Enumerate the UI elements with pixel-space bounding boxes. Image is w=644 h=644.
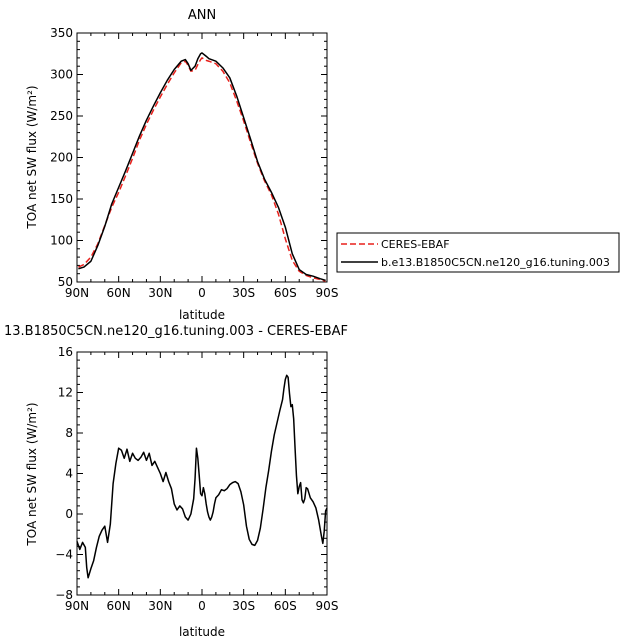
bottom-panel: 13.B1850C5CN.ne120_g16.tuning.003 - CERE… [4, 324, 348, 639]
top-x-tick-label: 90N [65, 286, 89, 300]
top-x-axis: 90N 60N 30N 0 30S 60S 90S [65, 33, 339, 300]
top-x-tick-label: 60S [274, 286, 297, 300]
bottom-x-tick-label: 60S [274, 599, 297, 613]
bottom-y-tick-label: 0 [65, 507, 73, 521]
bottom-series-lines [76, 374, 328, 579]
bottom-x-tick-label: 60N [107, 599, 131, 613]
top-x-tick-label: 0 [198, 286, 206, 300]
top-y-axis-label: TOA net SW flux (W/m²) [25, 85, 39, 229]
bottom-x-tick-label: 0 [198, 599, 206, 613]
top-y-tick-label: 250 [50, 109, 73, 123]
top-series-line-1 [78, 52, 326, 282]
bottom-y-tick-label: −8 [55, 588, 73, 602]
bottom-y-tick-label: 4 [65, 467, 73, 481]
bottom-title: 13.B1850C5CN.ne120_g16.tuning.003 - CERE… [4, 324, 348, 339]
bottom-x-tick-label: 90S [316, 599, 339, 613]
top-series-line-0 [78, 57, 326, 282]
top-x-tick-label: 30N [148, 286, 172, 300]
top-title: ANN [188, 8, 216, 23]
top-x-tick-label: 90S [316, 286, 339, 300]
top-y-tick-label: 150 [50, 192, 73, 206]
top-y-tick-label: 100 [50, 234, 73, 248]
bottom-y-tick-label: 12 [58, 386, 73, 400]
top-x-tick-label: 30S [232, 286, 255, 300]
bottom-y-axis-label: TOA net SW flux (W/m²) [25, 402, 39, 546]
top-y-tick-label: 200 [50, 151, 73, 165]
bottom-x-tick-label: 30S [232, 599, 255, 613]
top-x-tick-label: 60N [107, 286, 131, 300]
bottom-y-tick-label: 8 [65, 426, 73, 440]
top-y-axis: 50 100 150 200 250 300 350 [50, 26, 327, 289]
bottom-y-axis: −8 −4 0 4 8 12 16 [55, 345, 327, 602]
top-y-tick-label: 300 [50, 68, 73, 82]
top-x-axis-label: latitude [179, 308, 225, 322]
top-panel: ANN 90N 60N 30N 0 30S 60S 90S 50 100 150 200 250 30… [25, 8, 338, 322]
top-y-tick-label: 50 [58, 275, 73, 289]
bottom-series-line-0 [76, 374, 328, 579]
legend-box [336, 232, 620, 273]
legend-label-model: b.e13.B1850C5CN.ne120_g16.tuning.003 [381, 256, 610, 269]
legend-label-ceres: CERES-EBAF [381, 238, 450, 251]
bottom-y-tick-label: 16 [58, 345, 73, 359]
top-y-tick-label: 350 [50, 26, 73, 40]
legend: CERES-EBAF b.e13.B1850C5CN.ne120_g16.tun… [336, 232, 620, 273]
bottom-x-axis-label: latitude [179, 625, 225, 639]
bottom-x-tick-label: 30N [148, 599, 172, 613]
bottom-y-tick-label: −4 [55, 548, 73, 562]
bottom-x-axis: 90N 60N 30N 0 30S 60S 90S [65, 352, 339, 613]
bottom-x-tick-label: 90N [65, 599, 89, 613]
top-series-lines [78, 52, 326, 282]
